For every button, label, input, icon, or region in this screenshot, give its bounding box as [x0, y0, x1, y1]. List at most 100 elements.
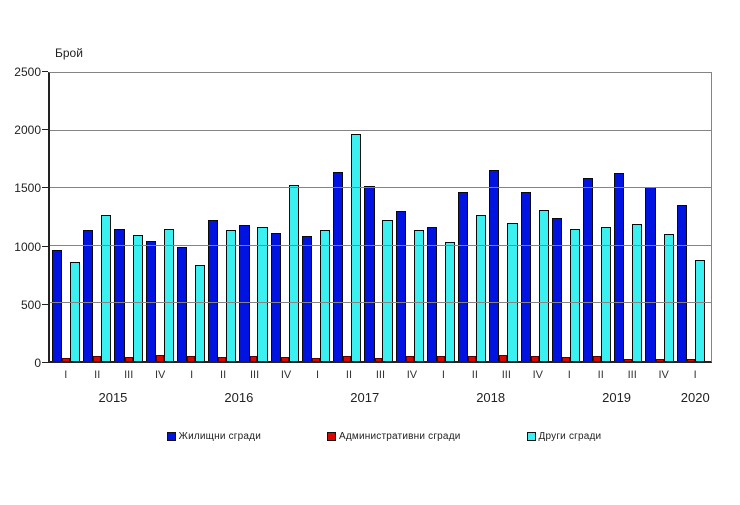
bar-other [226, 229, 237, 361]
x-quarter-label: I [64, 369, 68, 381]
bar-administrative [436, 356, 445, 361]
x-axis-quarter-labels: I II III IV I II III IV I II III IV I II III IV I II III IV… [50, 369, 711, 381]
legend-item: Жилищни сгради [166, 431, 261, 442]
y-tick-mark [42, 245, 48, 247]
bar-administrative [468, 355, 477, 361]
x-quarter-label: IV [406, 369, 418, 381]
bar-group [270, 73, 302, 361]
bar-group [676, 73, 708, 361]
bar-group [395, 73, 427, 361]
x-quarter-label: I [567, 369, 571, 381]
bar-group [145, 73, 177, 361]
x-quarter-label: III [124, 369, 134, 381]
bar-administrative [280, 356, 289, 361]
bar-administrative [124, 356, 133, 361]
bar-group [426, 73, 458, 361]
bar-residential [426, 226, 437, 361]
x-quarter-label: I [441, 369, 445, 381]
gridline [50, 302, 711, 304]
bar-residential [208, 220, 219, 361]
x-year-label: 2018 [476, 390, 506, 405]
bar-group [364, 73, 395, 361]
bar-administrative [312, 357, 320, 361]
x-year-label: 2020 [680, 390, 710, 405]
bar-other [569, 228, 580, 361]
legend-label: Жилищни сгради [178, 431, 261, 442]
y-tick-mark [42, 187, 48, 189]
bar-group [114, 73, 145, 361]
x-year-label: 2017 [350, 390, 380, 405]
bar-other [632, 223, 643, 361]
bar-other [507, 222, 518, 361]
x-year-label: 2015 [98, 390, 128, 405]
bar-residential [551, 217, 562, 361]
bar-other [132, 235, 143, 361]
bar-group [582, 73, 614, 361]
bar-group [176, 73, 208, 361]
legend-swatch-icon [166, 432, 176, 441]
plot-area [48, 72, 712, 363]
bar-residential [239, 225, 250, 361]
y-tick-label: 0 [34, 356, 41, 370]
y-tick-mark [42, 303, 48, 305]
x-quarter-label: III [249, 369, 260, 381]
bar-residential [395, 211, 406, 361]
y-tick-label: 1500 [14, 181, 41, 196]
x-quarter-label: II [597, 369, 604, 381]
bar-other [70, 261, 81, 361]
bar-administrative [187, 355, 196, 361]
bar-residential [520, 191, 531, 361]
x-quarter-label: II [345, 369, 353, 381]
legend-item: Други сгради [526, 431, 602, 442]
y-tick-mark [42, 71, 48, 72]
legend-swatch-icon [526, 432, 536, 441]
bar-group [333, 73, 364, 361]
bar-administrative [561, 356, 570, 361]
bar-other [195, 265, 206, 361]
bar-group [551, 73, 583, 361]
legend-swatch-icon [327, 432, 336, 441]
bar-other [444, 242, 456, 361]
bar-residential [614, 173, 625, 361]
legend-label: Други сгради [538, 431, 602, 442]
bar-administrative [218, 356, 227, 361]
bar-other [163, 228, 174, 361]
bar-group [645, 73, 676, 361]
bar-other [351, 134, 362, 361]
x-quarter-label: III [375, 369, 385, 381]
bar-residential [333, 171, 344, 361]
legend-item: Административни сгради [327, 431, 461, 442]
bar-administrative [593, 356, 602, 361]
bar-residential [489, 169, 500, 361]
y-axis-title: Брой [55, 46, 83, 60]
bar-residential [676, 205, 687, 361]
y-axis-labels: 0 500 1000 1500 2000 2500 [0, 65, 41, 370]
bar-administrative [655, 358, 664, 361]
bar-group [301, 73, 333, 361]
y-tick-mark [42, 362, 48, 363]
bar-other [288, 184, 299, 361]
bar-administrative [374, 357, 383, 361]
bar-group [239, 73, 270, 361]
bar-residential [582, 177, 594, 361]
y-tick-label: 1000 [14, 239, 41, 254]
y-tick-mark [42, 129, 48, 131]
gridline [50, 244, 711, 246]
y-tick-label: 2000 [14, 123, 41, 138]
bar-residential [301, 236, 313, 361]
bar-group [520, 73, 552, 361]
bar-administrative [249, 355, 258, 361]
bar-group [458, 73, 489, 361]
x-quarter-label: IV [658, 369, 669, 381]
bar-group [83, 73, 114, 361]
x-quarter-label: I [315, 369, 320, 381]
x-axis-year-labels: 2015 2016 2017 2018 2019 2020 [50, 390, 711, 405]
bar-residential [270, 232, 281, 361]
bar-other [382, 220, 393, 361]
x-year-label: 2016 [224, 390, 254, 405]
legend-label: Административни сгради [339, 431, 461, 442]
bar-residential [176, 246, 188, 361]
gridline [50, 129, 711, 131]
bar-group [614, 73, 645, 361]
